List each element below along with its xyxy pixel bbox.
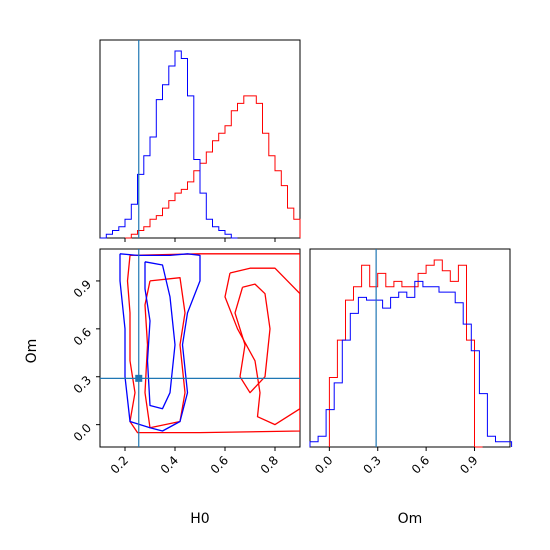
h0-tick-label: 0.4	[158, 453, 181, 476]
om-y-axis-label: Om	[24, 339, 40, 364]
h0-histogram-blue	[100, 50, 238, 239]
h0-om-contour-panel: 0.2 0.4 0.6 0.8 0.0 0.3 0.6 0.9	[71, 248, 301, 477]
om-y-tick-label: 0.0	[71, 421, 94, 444]
contour-series	[100, 249, 300, 447]
h0-histogram-red	[125, 95, 301, 239]
h0-tick-label: 0.2	[108, 453, 131, 476]
contour-red-2	[224, 267, 300, 426]
om-tick-label: 0.3	[360, 453, 383, 476]
h0-axis-label: H0	[190, 511, 209, 527]
h0-tick-label: 0.8	[258, 453, 281, 476]
truth-marker	[135, 374, 143, 382]
h0-histogram-series	[100, 50, 301, 239]
om-tick-label: 0.6	[409, 453, 432, 476]
om-tick-label: 0.9	[457, 453, 480, 476]
om-y-tick-label: 0.9	[71, 277, 94, 300]
contour-blue-4	[119, 253, 201, 432]
h0-tick-label: 0.6	[208, 453, 231, 476]
om-axis-label: Om	[398, 511, 423, 527]
contour-blue-5	[144, 261, 176, 410]
om-histogram-red	[328, 259, 483, 448]
om-y-tick-label: 0.6	[71, 325, 94, 348]
h0-histogram-panel	[99, 39, 301, 242]
om-histogram-panel: 0.0 0.3 0.6 0.9	[309, 248, 513, 477]
h0-histogram-frame	[99, 39, 301, 239]
om-y-tick-label: 0.3	[71, 373, 94, 396]
contour-red-3	[234, 283, 271, 394]
om-tick-label: 0.0	[312, 453, 335, 476]
om-histogram-frame	[309, 248, 511, 448]
h0-histogram-ticks	[124, 40, 276, 242]
om-histogram-blue	[309, 280, 513, 447]
contour-red-0	[126, 253, 300, 434]
om-histogram-series	[309, 259, 513, 448]
